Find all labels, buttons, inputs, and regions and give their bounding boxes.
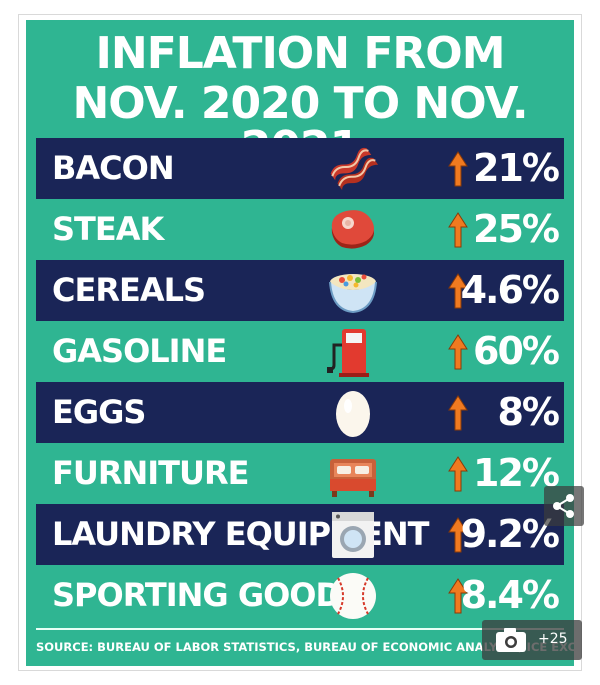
gallery-count: +25 — [538, 631, 568, 647]
item-label: STEAK — [52, 210, 164, 248]
item-label: EGGS — [52, 393, 146, 431]
table-row: FURNITURE 12% — [36, 443, 564, 504]
item-label: BACON — [52, 149, 175, 187]
gallery-button[interactable]: +25 — [482, 620, 582, 660]
source-note: SOURCE: BUREAU OF LABOR STATISTICS, BURE… — [36, 640, 574, 654]
table-row: CEREALS 4.6% — [36, 260, 564, 321]
gas-pump-icon — [327, 329, 369, 377]
up-arrow-icon — [448, 517, 468, 553]
percent-change: 9.2% — [460, 512, 560, 556]
table-row: LAUNDRY EQUIPMENT 9.2% — [36, 504, 564, 565]
up-arrow-icon — [448, 334, 468, 370]
percent-change: 21% — [473, 146, 560, 190]
up-arrow-icon — [448, 578, 468, 614]
item-label: GASOLINE — [52, 332, 227, 370]
percent-change: 4.6% — [460, 268, 560, 312]
washing-machine-icon — [332, 512, 374, 558]
percent-change: 8.4% — [460, 573, 560, 617]
baseball-icon — [330, 573, 376, 619]
divider — [36, 628, 564, 630]
table-row: EGGS 8% — [36, 382, 564, 443]
item-label: CEREALS — [52, 271, 206, 309]
percent-change: 8% — [497, 390, 559, 434]
item-label: SPORTING GOODS — [52, 576, 364, 614]
chart-title-line1: INFLATION FROM — [95, 28, 506, 79]
percent-change: 25% — [473, 207, 560, 251]
bacon-icon — [330, 147, 379, 191]
camera-icon — [496, 628, 526, 652]
inflation-table: BACON 21% STEAK 25% — [36, 138, 564, 626]
up-arrow-icon — [448, 212, 468, 248]
egg-icon — [336, 391, 370, 437]
cereal-bowl-icon — [329, 274, 377, 314]
up-arrow-icon — [448, 456, 468, 492]
percent-change: 60% — [473, 329, 560, 373]
steak-icon — [331, 210, 374, 249]
up-arrow-icon — [448, 273, 468, 309]
table-row: STEAK 25% — [36, 199, 564, 260]
table-row: SPORTING GOODS 8.4% — [36, 565, 564, 626]
up-arrow-icon — [448, 395, 468, 431]
share-icon — [553, 494, 574, 518]
up-arrow-icon — [448, 151, 468, 187]
table-row: GASOLINE 60% — [36, 321, 564, 382]
infographic-panel: INFLATION FROM NOV. 2020 TO NOV. 2021 BA… — [26, 20, 574, 666]
bed-icon — [330, 459, 376, 497]
item-label: FURNITURE — [52, 454, 249, 492]
share-button[interactable] — [544, 486, 584, 526]
table-row: BACON 21% — [36, 138, 564, 199]
